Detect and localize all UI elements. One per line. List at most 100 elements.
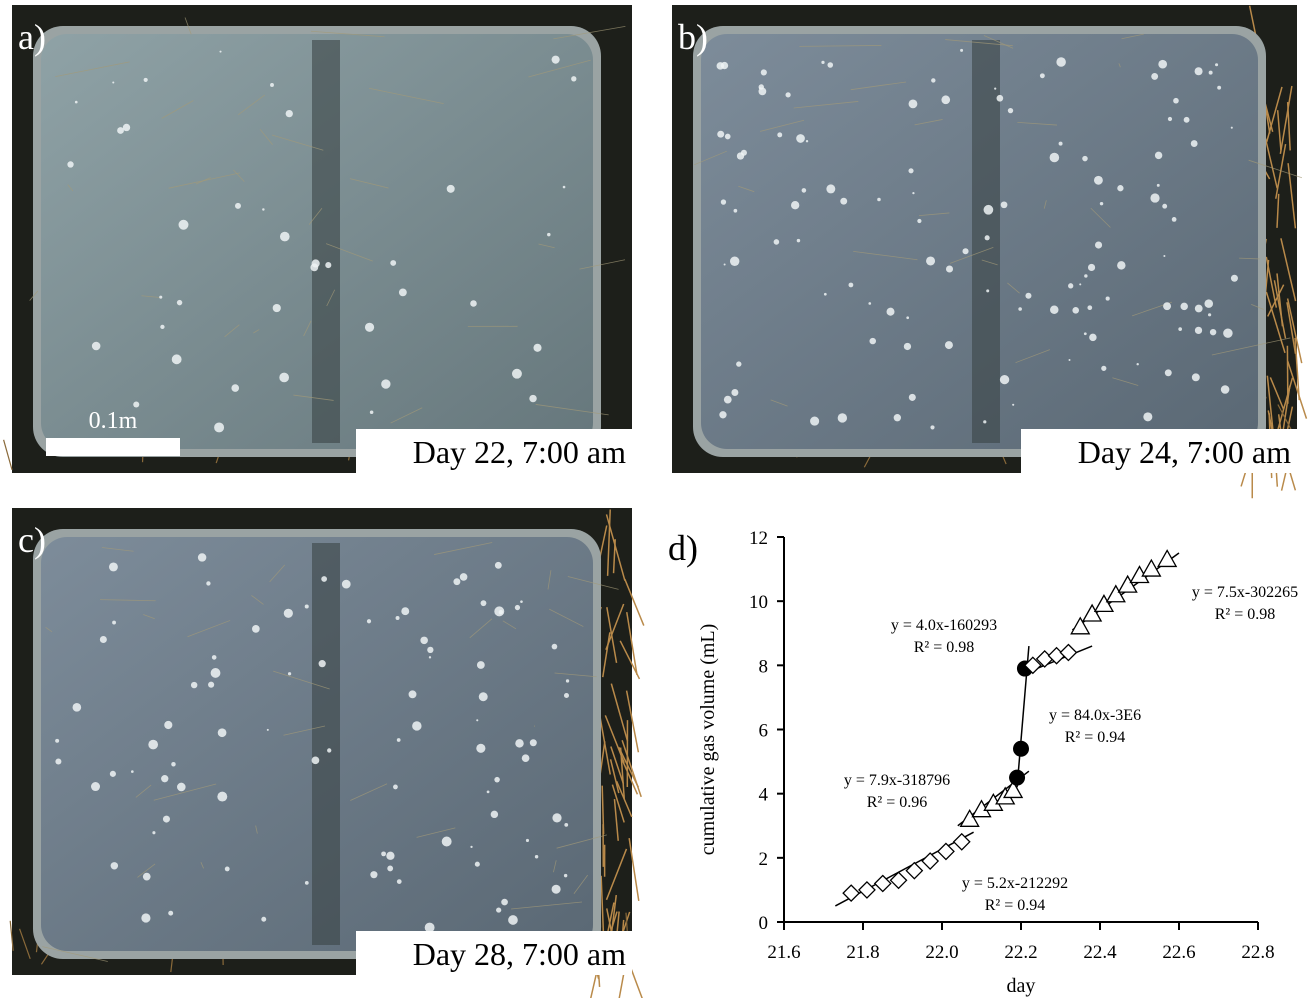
- fit-equation: y = 5.2x-212292: [962, 875, 1068, 892]
- bubble: [381, 851, 386, 856]
- bubble: [442, 837, 452, 847]
- bubble: [1165, 369, 1172, 376]
- bubble: [109, 562, 118, 571]
- photo: b)Day 24, 7:00 am: [672, 5, 1306, 498]
- bubble: [1168, 117, 1172, 121]
- bubble: [262, 208, 264, 210]
- bubble: [731, 389, 738, 396]
- bubble: [172, 354, 182, 364]
- bubble: [1191, 140, 1198, 147]
- bubble: [206, 581, 210, 585]
- bubble: [1195, 67, 1203, 75]
- scale-label: 0.1m: [89, 408, 138, 434]
- bubble: [734, 209, 738, 213]
- bubble: [1050, 306, 1059, 315]
- bubble: [397, 738, 401, 742]
- bubble: [386, 852, 394, 860]
- bubble: [564, 874, 567, 877]
- bubble: [141, 913, 150, 922]
- bubble: [1155, 152, 1162, 159]
- bubble: [412, 721, 421, 730]
- bubble: [161, 775, 168, 782]
- bubble: [208, 682, 214, 688]
- bubble: [724, 263, 726, 265]
- bubble: [827, 62, 833, 68]
- bubble: [512, 369, 522, 379]
- bubble: [1094, 176, 1103, 185]
- y-tick-label: 6: [759, 721, 769, 742]
- bubble: [552, 813, 561, 822]
- bubble: [1143, 412, 1152, 421]
- bubble: [566, 679, 569, 682]
- bubble: [476, 719, 478, 721]
- bubble: [797, 239, 800, 242]
- point: [1013, 741, 1029, 757]
- caption: Day 24, 7:00 am: [1078, 434, 1291, 470]
- bubble: [1069, 359, 1071, 361]
- bubble: [906, 316, 909, 319]
- bubble: [1221, 385, 1230, 394]
- bubble: [774, 239, 780, 245]
- bubble: [470, 846, 472, 848]
- bubble: [159, 296, 162, 299]
- bubble: [802, 188, 807, 193]
- bubble: [267, 729, 269, 731]
- bubble: [530, 739, 537, 746]
- bubble: [985, 235, 990, 240]
- photo: c)Day 28, 7:00 am: [10, 508, 644, 998]
- bubble: [983, 420, 986, 423]
- bubble: [821, 61, 824, 64]
- bubble: [761, 69, 767, 75]
- bubble: [552, 56, 560, 64]
- bubble: [453, 578, 460, 585]
- bubble: [1012, 404, 1014, 406]
- fit-r2: R² = 0.94: [985, 897, 1046, 914]
- straw: [4, 440, 12, 470]
- bubble: [218, 728, 227, 737]
- bubble: [75, 101, 78, 104]
- bubble: [491, 811, 498, 818]
- bubble: [721, 199, 726, 204]
- bubble: [284, 609, 293, 618]
- bubble: [1217, 86, 1221, 90]
- bubble: [312, 756, 320, 764]
- bubble: [1204, 299, 1213, 308]
- bubble: [217, 792, 227, 802]
- bubble: [1192, 373, 1200, 381]
- bubble: [526, 839, 529, 842]
- bubble: [563, 186, 566, 189]
- y-tick-label: 4: [759, 785, 769, 806]
- bubble: [387, 866, 393, 872]
- bubble: [110, 771, 116, 777]
- bubble: [984, 205, 994, 215]
- bubble: [1084, 274, 1087, 277]
- bubble: [191, 682, 197, 688]
- bubble: [211, 668, 221, 678]
- bubble: [327, 748, 331, 752]
- bubble: [724, 396, 732, 404]
- bubble: [1079, 283, 1081, 285]
- bubble: [429, 656, 431, 658]
- bubble: [552, 885, 561, 894]
- bubble: [1173, 98, 1179, 104]
- bubble: [393, 785, 398, 790]
- bubble: [838, 413, 847, 422]
- bubble: [960, 49, 963, 52]
- bubble: [425, 923, 435, 933]
- bubble: [198, 553, 206, 561]
- bubble: [1018, 307, 1022, 311]
- scale-bar: [46, 438, 180, 456]
- bubble: [1084, 332, 1087, 335]
- bubble: [235, 203, 241, 209]
- bubble: [212, 655, 217, 660]
- bubble: [1162, 204, 1167, 209]
- bubble: [288, 672, 291, 675]
- bubble: [381, 379, 390, 388]
- bubble: [1163, 302, 1171, 310]
- bubble: [810, 417, 819, 426]
- bubble: [894, 414, 901, 421]
- bubble: [112, 621, 116, 625]
- bubble: [487, 790, 490, 793]
- bubble: [1101, 366, 1106, 371]
- bubble: [148, 740, 158, 750]
